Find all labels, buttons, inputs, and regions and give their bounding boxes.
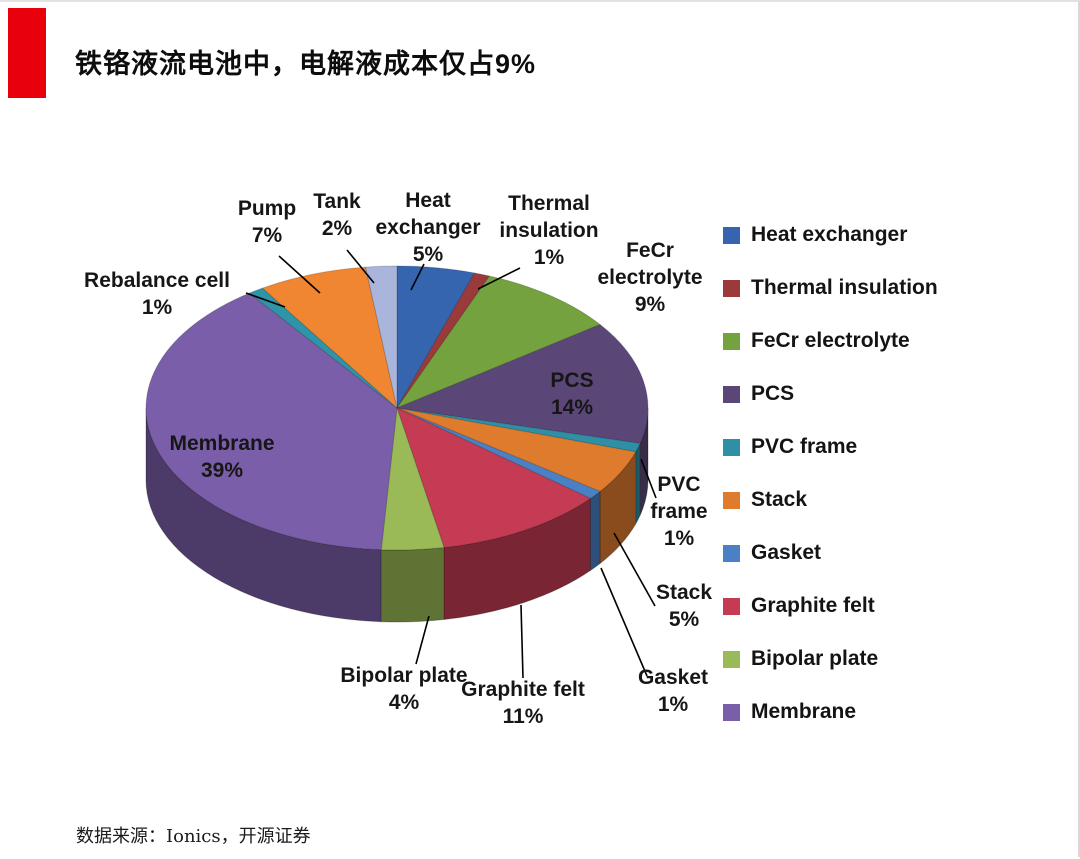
legend-item-bipolar_plate: Bipolar plate [723,647,938,670]
legend-swatch-fecr_electrolyte [723,332,740,350]
pie-slice-membrane [145,292,398,551]
slice-label-pcs: PCS 14% [550,369,593,419]
slice-label-rebalance_cell: Rebalance cell 1% [84,269,230,319]
pie-slice-side-bipolar_plate [380,546,445,623]
legend-item-pcs: PCS [723,382,938,405]
chart-legend: Heat exchanger Thermal insulation FeCr ele… [723,223,938,723]
pie-slice-pvc_frame [396,407,641,453]
brand-red-block [8,8,46,98]
leader-line-tank [346,249,375,284]
slice-label-thermal_insulation: Thermal insulation 1% [499,192,598,269]
page-title: 铁铬液流电池中，电解液成本仅占9% [75,49,537,79]
legend-item-thermal_insulation: Thermal insulation [723,276,938,299]
pie-slice-side-gasket [589,490,601,572]
legend-label-stack: Stack [751,488,808,511]
pie-slice-heat_exchanger [396,265,476,410]
pie-slice-tank [364,265,398,409]
slice-label-pump: Pump 7% [238,197,296,247]
legend-swatch-membrane [723,703,740,721]
legend-label-graphite_felt: Graphite felt [751,594,875,617]
legend-item-heat_exchanger: Heat exchanger [723,223,938,246]
slice-label-membrane: Membrane 39% [169,432,274,482]
leader-line-stack [613,532,656,607]
legend-item-stack: Stack [723,488,938,511]
slice-label-gasket: Gasket 1% [638,666,708,716]
data-source: 数据来源：Ionics，开源证券 [76,826,311,847]
legend-label-pcs: PCS [751,382,795,405]
legend-label-gasket: Gasket [751,541,822,564]
legend-label-pvc_frame: PVC frame [751,435,858,458]
pie-slice-graphite_felt [396,407,592,549]
leader-line-bipolar_plate [415,615,430,665]
legend-item-gasket: Gasket [723,541,938,564]
leader-line-pump [278,255,321,294]
legend-item-graphite_felt: Graphite felt [723,594,938,617]
slice-label-graphite_felt: Graphite felt 11% [461,678,585,728]
leader-line-gasket [600,567,648,677]
legend-swatch-heat_exchanger [723,226,740,244]
pie-slice-rebalance_cell [248,287,398,409]
legend-label-fecr_electrolyte: FeCr electrolyte [751,329,910,352]
slice-label-fecr_electrolyte: FeCr electrolyte 9% [597,239,702,316]
legend-item-fecr_electrolyte: FeCr electrolyte [723,329,938,352]
slice-label-tank: Tank 2% [313,190,361,240]
leader-line-heat_exchanger [410,263,425,291]
slice-label-pvc_frame: PVC frame 1% [650,473,707,550]
leader-line-thermal_insulation [477,267,521,290]
legend-item-pvc_frame: PVC frame [723,435,938,458]
slice-label-bipolar_plate: Bipolar plate 4% [340,664,467,714]
pie-slice-thermal_insulation [396,272,491,409]
pie-slice-bipolar_plate [380,407,445,551]
legend-swatch-pcs [723,385,740,403]
pie-slice-side-pvc_frame [635,443,641,526]
pie-slice-pcs [395,323,649,444]
pie-slice-stack [396,407,637,493]
slice-label-stack: Stack 5% [656,581,712,631]
legend-swatch-bipolar_plate [723,650,740,668]
pie-slice-fecr_electrolyte [395,275,602,410]
legend-swatch-pvc_frame [723,438,740,456]
legend-swatch-graphite_felt [723,597,740,615]
leader-line-graphite_felt [520,604,524,679]
legend-label-bipolar_plate: Bipolar plate [751,647,879,670]
pie-slice-pump [261,266,398,410]
legend-swatch-thermal_insulation [723,279,740,297]
legend-label-heat_exchanger: Heat exchanger [751,223,908,246]
legend-swatch-stack [723,491,740,509]
leader-line-rebalance_cell [245,292,286,308]
legend-swatch-gasket [723,544,740,562]
legend-label-thermal_insulation: Thermal insulation [751,276,938,299]
legend-label-membrane: Membrane [751,700,857,723]
pie-slice-gasket [396,407,602,500]
slice-label-heat_exchanger: Heat exchanger 5% [375,189,480,266]
leader-line-pvc_frame [640,458,657,499]
legend-item-membrane: Membrane [723,700,938,723]
